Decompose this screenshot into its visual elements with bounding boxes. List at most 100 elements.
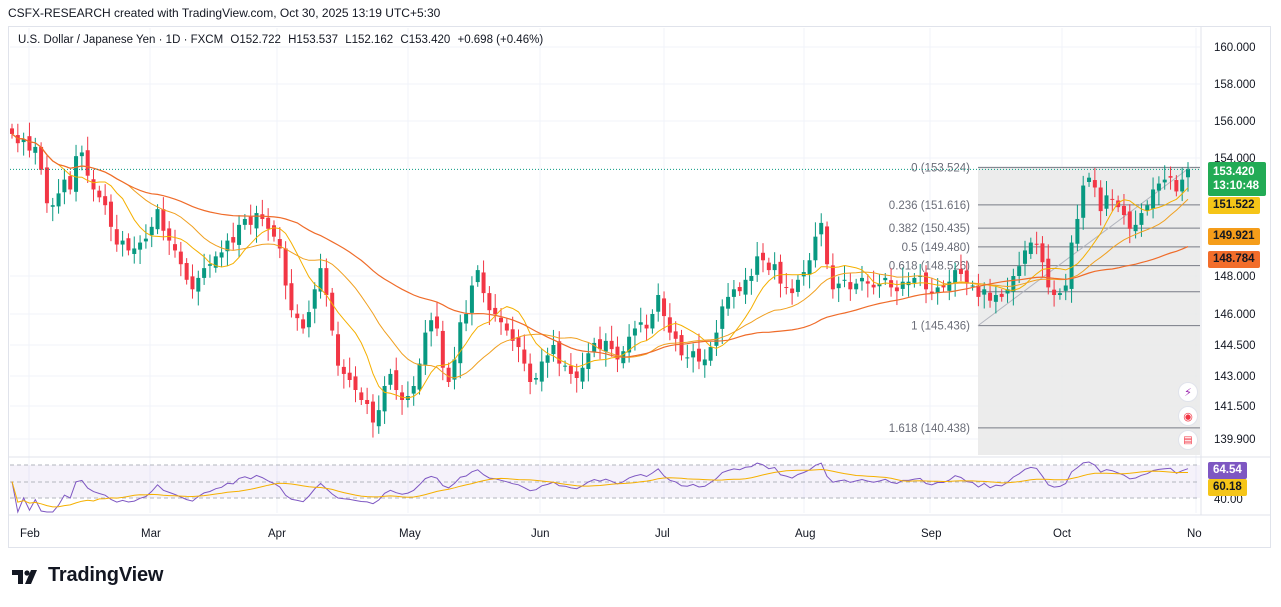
candle-body <box>68 176 73 190</box>
candle-body <box>854 283 859 290</box>
price-axis-label: 143.000 <box>1214 371 1256 383</box>
rsi-line <box>11 461 1189 514</box>
candle-body <box>365 400 370 404</box>
candle-body <box>924 272 929 290</box>
candle-body <box>493 307 498 314</box>
candle-body <box>731 289 736 297</box>
tradingview-logo[interactable]: TradingView <box>12 564 163 587</box>
candle-body <box>825 226 830 265</box>
candle-body <box>545 355 550 363</box>
time-axis-label: Mar <box>141 528 161 540</box>
last-price-value: 153.420 <box>1213 166 1255 178</box>
candle-body <box>33 146 38 153</box>
candle-body <box>376 410 381 427</box>
candle-body <box>464 314 469 324</box>
us-flag-icon[interactable]: ▤ <box>1178 430 1198 450</box>
candle-body <box>324 268 329 295</box>
candle-body <box>481 272 486 294</box>
close-value: 153.420 <box>408 34 451 46</box>
candle-body <box>988 292 993 301</box>
candle-body <box>219 252 224 258</box>
candle-body <box>726 296 731 309</box>
candle-body <box>755 256 760 275</box>
candle-body <box>1092 180 1097 188</box>
time-axis-label: Sep <box>921 528 941 540</box>
candle-body <box>178 251 183 265</box>
candle-body <box>1168 176 1173 178</box>
time-axis-label: Oct <box>1053 528 1072 540</box>
candle-body <box>452 359 457 380</box>
candle-body <box>103 196 108 206</box>
candle-body <box>999 293 1004 297</box>
record-icon[interactable]: ◉ <box>1178 406 1198 426</box>
close-label: C <box>400 34 409 46</box>
change-value: +0.698 (+0.46%) <box>457 34 544 46</box>
candle-body <box>761 252 766 261</box>
candle-body <box>516 337 521 348</box>
price-axis-label: 160.000 <box>1214 42 1256 54</box>
candle-body <box>708 347 713 361</box>
candle-body <box>39 146 44 170</box>
candle-body <box>650 314 655 329</box>
candle-body <box>993 295 998 302</box>
candle-body <box>394 370 399 390</box>
candle-body <box>772 264 777 271</box>
candle-body <box>877 283 882 287</box>
chart-frame <box>8 26 1271 548</box>
time-axis-label: Feb <box>20 528 40 540</box>
candle-body <box>138 242 143 250</box>
candle-body <box>900 281 905 289</box>
candle-body <box>120 240 125 245</box>
candle-body <box>1156 183 1161 191</box>
candle-body <box>114 229 119 245</box>
candle-body <box>819 222 824 235</box>
candle-body <box>1063 285 1068 291</box>
lightning-icon[interactable]: ⚡ <box>1178 382 1198 402</box>
candle-body <box>74 156 79 192</box>
candle-body <box>679 335 684 356</box>
candle-body <box>190 276 195 290</box>
candle-body <box>522 349 527 364</box>
candle-body <box>1133 224 1138 232</box>
candle-body <box>1121 205 1126 216</box>
candle-body <box>1139 213 1144 225</box>
candle-body <box>533 378 538 380</box>
candle-body <box>1022 250 1027 264</box>
ma-mid-line <box>11 133 1189 379</box>
chart-header: CSFX-RESEARCH created with TradingView.c… <box>8 6 441 20</box>
candle-body <box>685 357 690 359</box>
candle-body <box>1040 243 1045 263</box>
candle-body <box>574 371 579 378</box>
candle-body <box>1104 195 1109 209</box>
ma-slow-line <box>11 133 1189 358</box>
candle-body <box>982 289 987 295</box>
fib-level-label: 0.5 (149.480) <box>902 242 971 254</box>
candle-body <box>743 279 748 295</box>
fib-level-label: 1.618 (140.438) <box>889 423 970 435</box>
candle-body <box>330 292 335 331</box>
symbol-legend: U.S. Dollar / Japanese Yen · 1D · FXCM O… <box>18 34 547 46</box>
candle-body <box>242 218 247 225</box>
candle-body <box>388 373 393 385</box>
candle-body <box>947 281 952 291</box>
candle-body <box>347 372 352 380</box>
candle-body <box>196 277 201 292</box>
candle-body <box>266 217 271 229</box>
ma-fast-tag: 151.522 <box>1208 197 1260 214</box>
candle-body <box>836 283 841 289</box>
candle-body <box>283 248 288 286</box>
candle-body <box>848 282 853 290</box>
candle-body <box>312 289 317 309</box>
candle-body <box>237 224 242 245</box>
low-label: L <box>345 34 352 46</box>
price-axis-label: 144.500 <box>1214 340 1256 352</box>
candle-body <box>132 248 137 254</box>
price-axis-label: 139.900 <box>1214 434 1256 446</box>
candle-body <box>429 320 434 332</box>
candle-body <box>56 193 61 207</box>
candle-body <box>615 346 620 360</box>
candle-body <box>469 285 474 313</box>
candle-body <box>1145 205 1150 211</box>
candle-body <box>953 270 958 283</box>
